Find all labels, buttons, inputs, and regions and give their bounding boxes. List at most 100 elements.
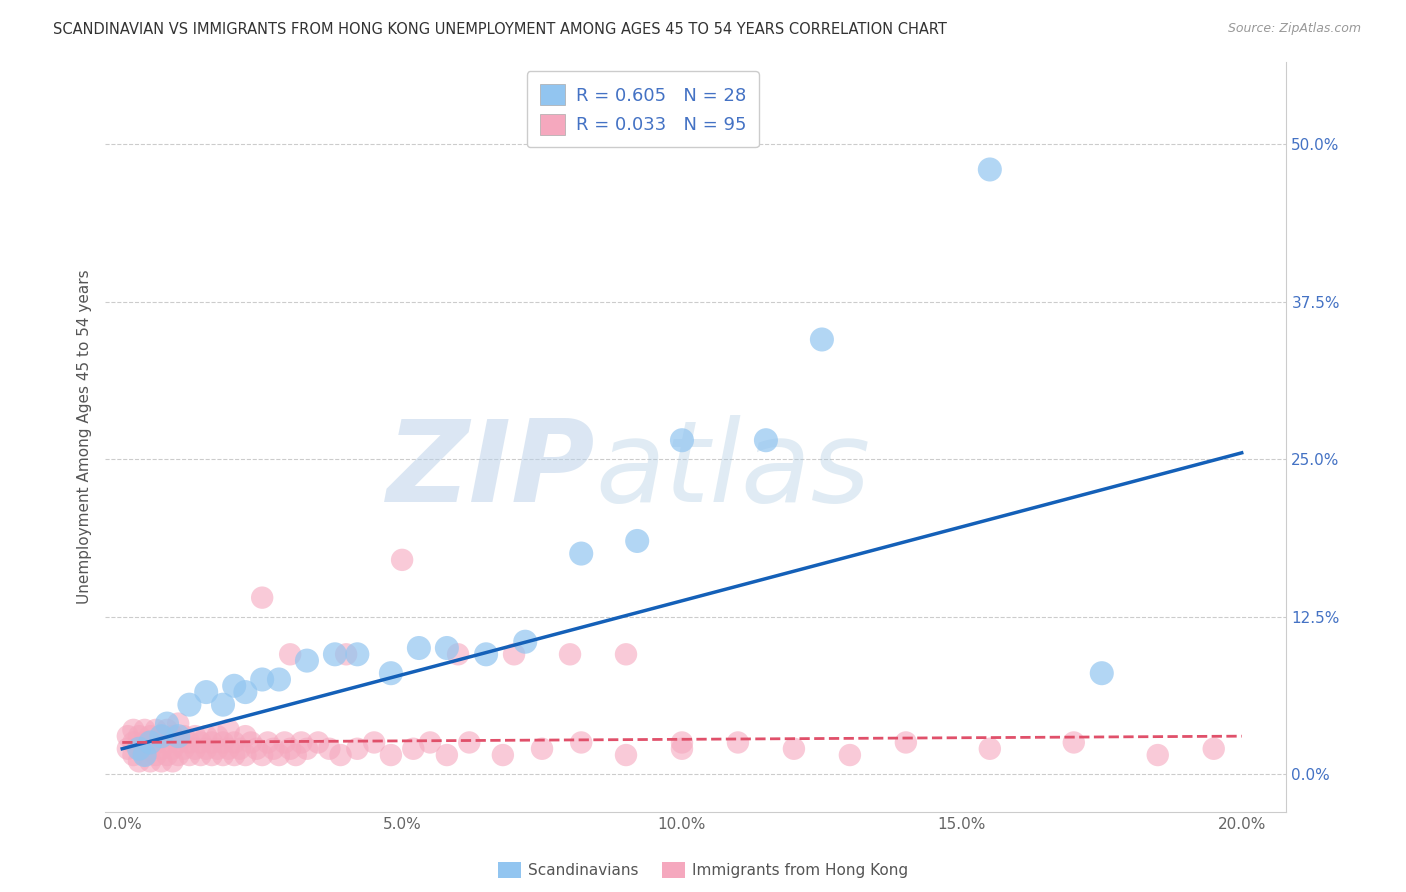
Point xyxy=(284,747,307,762)
Point xyxy=(190,735,212,749)
Point xyxy=(531,741,554,756)
Point xyxy=(235,685,257,699)
Point xyxy=(436,747,458,762)
Point xyxy=(408,640,430,655)
Point xyxy=(212,747,235,762)
Point xyxy=(307,735,329,749)
Point xyxy=(195,741,218,756)
Point xyxy=(894,735,917,749)
Point xyxy=(156,735,179,749)
Point xyxy=(218,741,240,756)
Point xyxy=(218,723,240,737)
Point xyxy=(569,735,592,749)
Point xyxy=(224,747,246,762)
Point xyxy=(122,747,145,762)
Point xyxy=(179,735,201,749)
Point xyxy=(212,735,235,749)
Point xyxy=(295,654,318,668)
Point xyxy=(122,735,145,749)
Point xyxy=(195,685,218,699)
Point xyxy=(122,723,145,737)
Point xyxy=(207,741,229,756)
Point xyxy=(150,755,173,769)
Point xyxy=(117,741,139,756)
Point xyxy=(207,729,229,743)
Point xyxy=(167,735,190,749)
Point xyxy=(201,747,224,762)
Point xyxy=(273,735,295,749)
Point xyxy=(626,533,648,548)
Point xyxy=(979,162,1001,177)
Text: Source: ZipAtlas.com: Source: ZipAtlas.com xyxy=(1227,22,1361,36)
Point xyxy=(402,741,425,756)
Point xyxy=(179,698,201,712)
Point xyxy=(492,747,515,762)
Point xyxy=(783,741,806,756)
Point xyxy=(162,729,184,743)
Point xyxy=(134,723,156,737)
Point xyxy=(224,735,246,749)
Point xyxy=(134,735,156,749)
Point xyxy=(278,741,301,756)
Point xyxy=(245,741,267,756)
Point xyxy=(380,666,402,681)
Point xyxy=(811,333,834,347)
Point xyxy=(1146,747,1168,762)
Point xyxy=(346,648,368,662)
Legend: Scandinavians, Immigrants from Hong Kong: Scandinavians, Immigrants from Hong Kong xyxy=(492,856,914,884)
Point xyxy=(139,735,162,749)
Point xyxy=(190,747,212,762)
Point xyxy=(224,679,246,693)
Point xyxy=(363,735,385,749)
Point xyxy=(250,591,273,605)
Point xyxy=(156,723,179,737)
Point xyxy=(145,747,167,762)
Point xyxy=(727,735,749,749)
Point xyxy=(323,648,346,662)
Point xyxy=(295,741,318,756)
Point xyxy=(150,729,173,743)
Point xyxy=(134,747,156,762)
Point xyxy=(1091,666,1114,681)
Point xyxy=(128,741,150,756)
Point xyxy=(173,729,195,743)
Point xyxy=(139,755,162,769)
Point xyxy=(503,648,526,662)
Point xyxy=(235,747,257,762)
Point xyxy=(145,723,167,737)
Point xyxy=(1202,741,1225,756)
Point xyxy=(139,729,162,743)
Point xyxy=(475,648,498,662)
Point xyxy=(614,648,637,662)
Point xyxy=(290,735,312,749)
Point xyxy=(179,747,201,762)
Point xyxy=(380,747,402,762)
Point xyxy=(671,735,693,749)
Point xyxy=(250,673,273,687)
Point xyxy=(436,640,458,655)
Point xyxy=(318,741,340,756)
Point xyxy=(173,741,195,756)
Point xyxy=(212,698,235,712)
Point xyxy=(117,729,139,743)
Point xyxy=(250,747,273,762)
Point xyxy=(134,747,156,762)
Point xyxy=(167,716,190,731)
Point xyxy=(162,755,184,769)
Point xyxy=(128,741,150,756)
Point xyxy=(267,747,290,762)
Point xyxy=(184,741,207,756)
Point xyxy=(235,729,257,743)
Point xyxy=(229,741,252,756)
Point xyxy=(1063,735,1085,749)
Point xyxy=(391,553,413,567)
Point xyxy=(150,729,173,743)
Point xyxy=(346,741,368,756)
Point xyxy=(419,735,441,749)
Point xyxy=(128,755,150,769)
Point xyxy=(162,741,184,756)
Point xyxy=(979,741,1001,756)
Point xyxy=(128,729,150,743)
Point xyxy=(569,547,592,561)
Point xyxy=(167,729,190,743)
